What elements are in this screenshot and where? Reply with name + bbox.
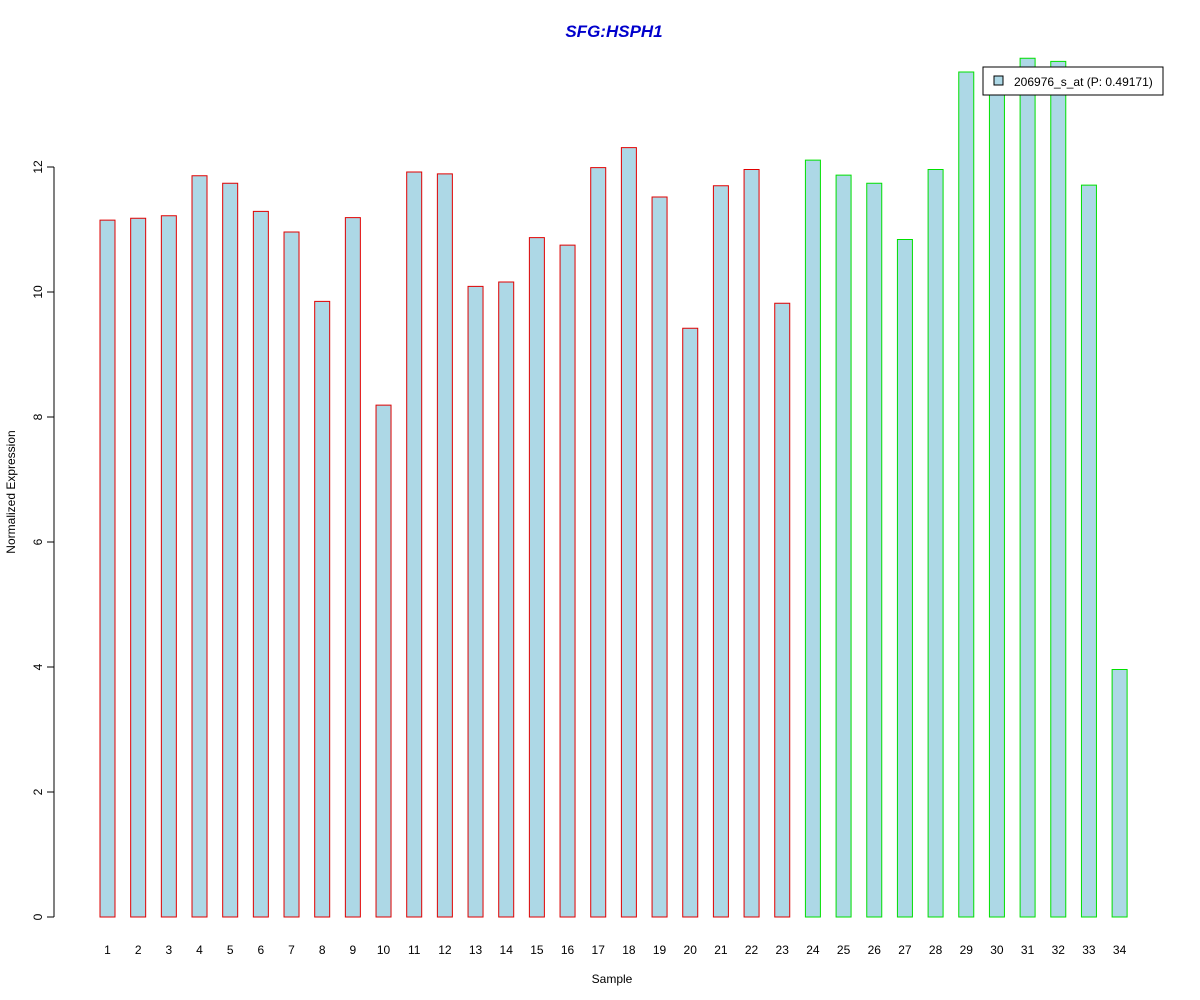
x-tick-label: 33 [1082, 943, 1096, 957]
x-tick-label: 26 [868, 943, 882, 957]
x-tick-label: 27 [898, 943, 912, 957]
chart-title: SFG:HSPH1 [565, 22, 662, 41]
x-tick-label: 22 [745, 943, 759, 957]
x-tick-label: 25 [837, 943, 851, 957]
x-tick-label: 34 [1113, 943, 1127, 957]
legend-entry-label: 206976_s_at (P: 0.49171) [1014, 75, 1153, 89]
y-tick-label: 2 [31, 788, 45, 795]
x-tick-label: 7 [288, 943, 295, 957]
bar-sample-15 [528, 237, 545, 918]
bar-sample-13 [467, 285, 484, 918]
x-tick-label: 9 [350, 943, 357, 957]
legend: 206976_s_at (P: 0.49171) [982, 66, 1164, 96]
bar-sample-33 [1080, 184, 1097, 918]
x-tick-label: 24 [806, 943, 820, 957]
bar-sample-22 [743, 169, 760, 918]
x-tick-label: 6 [258, 943, 265, 957]
bar-sample-2 [130, 217, 147, 918]
bar-sample-29 [958, 71, 975, 918]
x-tick-label: 12 [438, 943, 452, 957]
y-tick-label: 6 [31, 538, 45, 545]
bar-sample-9 [344, 217, 361, 918]
bar-sample-7 [283, 231, 300, 918]
x-tick-label: 11 [408, 943, 421, 957]
bar-sample-17 [590, 167, 607, 918]
bar-sample-34 [1111, 669, 1128, 918]
legend-box [982, 66, 1164, 96]
x-tick-label: 5 [227, 943, 234, 957]
x-axis-label: Sample [592, 972, 633, 986]
legend-swatch [993, 75, 1004, 86]
bar-sample-24 [804, 159, 821, 918]
bars [99, 57, 1128, 918]
bar-sample-10 [375, 404, 392, 918]
x-tick-label: 30 [990, 943, 1004, 957]
x-tick-label: 28 [929, 943, 943, 957]
x-tick-label: 23 [776, 943, 790, 957]
x-tick-label: 3 [165, 943, 172, 957]
x-tick-label: 20 [684, 943, 698, 957]
bar-sample-16 [559, 244, 576, 918]
x-tick-labels: 1 2 3 4 5 6 7 8 9 10 11 12 13 14 15 16 17 18 19 20 21 22 23 24 2… [104, 943, 1126, 957]
bar-sample-12 [436, 173, 453, 918]
x-tick-label: 32 [1052, 943, 1066, 957]
bar-sample-6 [252, 210, 269, 918]
bar-sample-26 [866, 182, 883, 918]
x-tick-label: 16 [561, 943, 575, 957]
bar-sample-5 [222, 182, 239, 918]
x-tick-label: 14 [500, 943, 514, 957]
y-tick-label: 10 [31, 285, 45, 299]
x-tick-label: 8 [319, 943, 326, 957]
y-axis: 0 2 4 6 8 10 12 [31, 160, 55, 920]
bar-sample-30 [988, 80, 1005, 918]
y-tick-label: 8 [31, 413, 45, 420]
y-tick-label: 0 [31, 913, 45, 920]
bar-sample-20 [682, 327, 699, 918]
bar-sample-18 [620, 147, 637, 918]
x-tick-label: 15 [530, 943, 544, 957]
x-tick-label: 31 [1021, 943, 1035, 957]
bar-sample-8 [314, 300, 331, 918]
y-tick-label: 12 [31, 160, 45, 174]
x-tick-label: 13 [469, 943, 483, 957]
bar-sample-1 [99, 219, 116, 918]
x-tick-label: 1 [104, 943, 111, 957]
y-axis-label: Normalized Expression [4, 430, 18, 553]
x-tick-label: 29 [960, 943, 974, 957]
bar-sample-31 [1019, 57, 1036, 918]
x-tick-label: 17 [592, 943, 606, 957]
x-tick-label: 4 [196, 943, 203, 957]
bar-sample-19 [651, 196, 668, 918]
bar-sample-14 [498, 281, 515, 918]
x-tick-label: 18 [622, 943, 636, 957]
bar-sample-4 [191, 175, 208, 918]
bar-sample-28 [927, 169, 944, 918]
bar-sample-11 [406, 171, 423, 918]
bar-sample-3 [160, 215, 177, 918]
bar-sample-25 [835, 174, 852, 918]
x-tick-label: 19 [653, 943, 667, 957]
y-tick-label: 4 [31, 663, 45, 670]
bar-sample-23 [774, 302, 791, 918]
x-tick-label: 21 [714, 943, 728, 957]
bar-sample-21 [712, 185, 729, 918]
bar-sample-32 [1050, 60, 1067, 918]
bar-sample-27 [896, 239, 913, 918]
x-tick-label: 2 [135, 943, 142, 957]
x-tick-label: 10 [377, 943, 391, 957]
